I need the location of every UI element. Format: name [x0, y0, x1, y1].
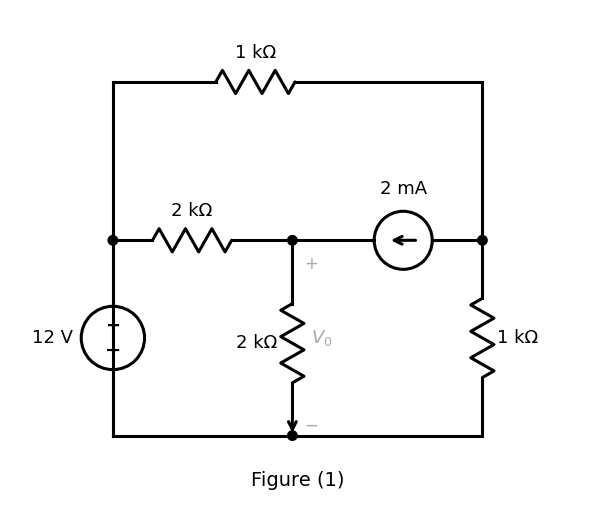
Text: 2 kΩ: 2 kΩ	[237, 334, 277, 352]
Text: 2 mA: 2 mA	[379, 180, 427, 198]
Text: 2 kΩ: 2 kΩ	[172, 202, 213, 220]
Text: −: −	[304, 417, 318, 435]
Circle shape	[287, 236, 297, 245]
Text: +: +	[106, 317, 120, 335]
Text: 1 kΩ: 1 kΩ	[497, 329, 538, 347]
Circle shape	[287, 431, 297, 441]
Text: Figure (1): Figure (1)	[251, 471, 345, 490]
Text: 12 V: 12 V	[32, 329, 73, 347]
Circle shape	[478, 236, 487, 245]
Circle shape	[108, 236, 117, 245]
Text: $V_0$: $V_0$	[311, 328, 332, 348]
Text: 1 kΩ: 1 kΩ	[235, 44, 276, 62]
Text: +: +	[304, 255, 318, 273]
Text: −: −	[104, 341, 121, 359]
